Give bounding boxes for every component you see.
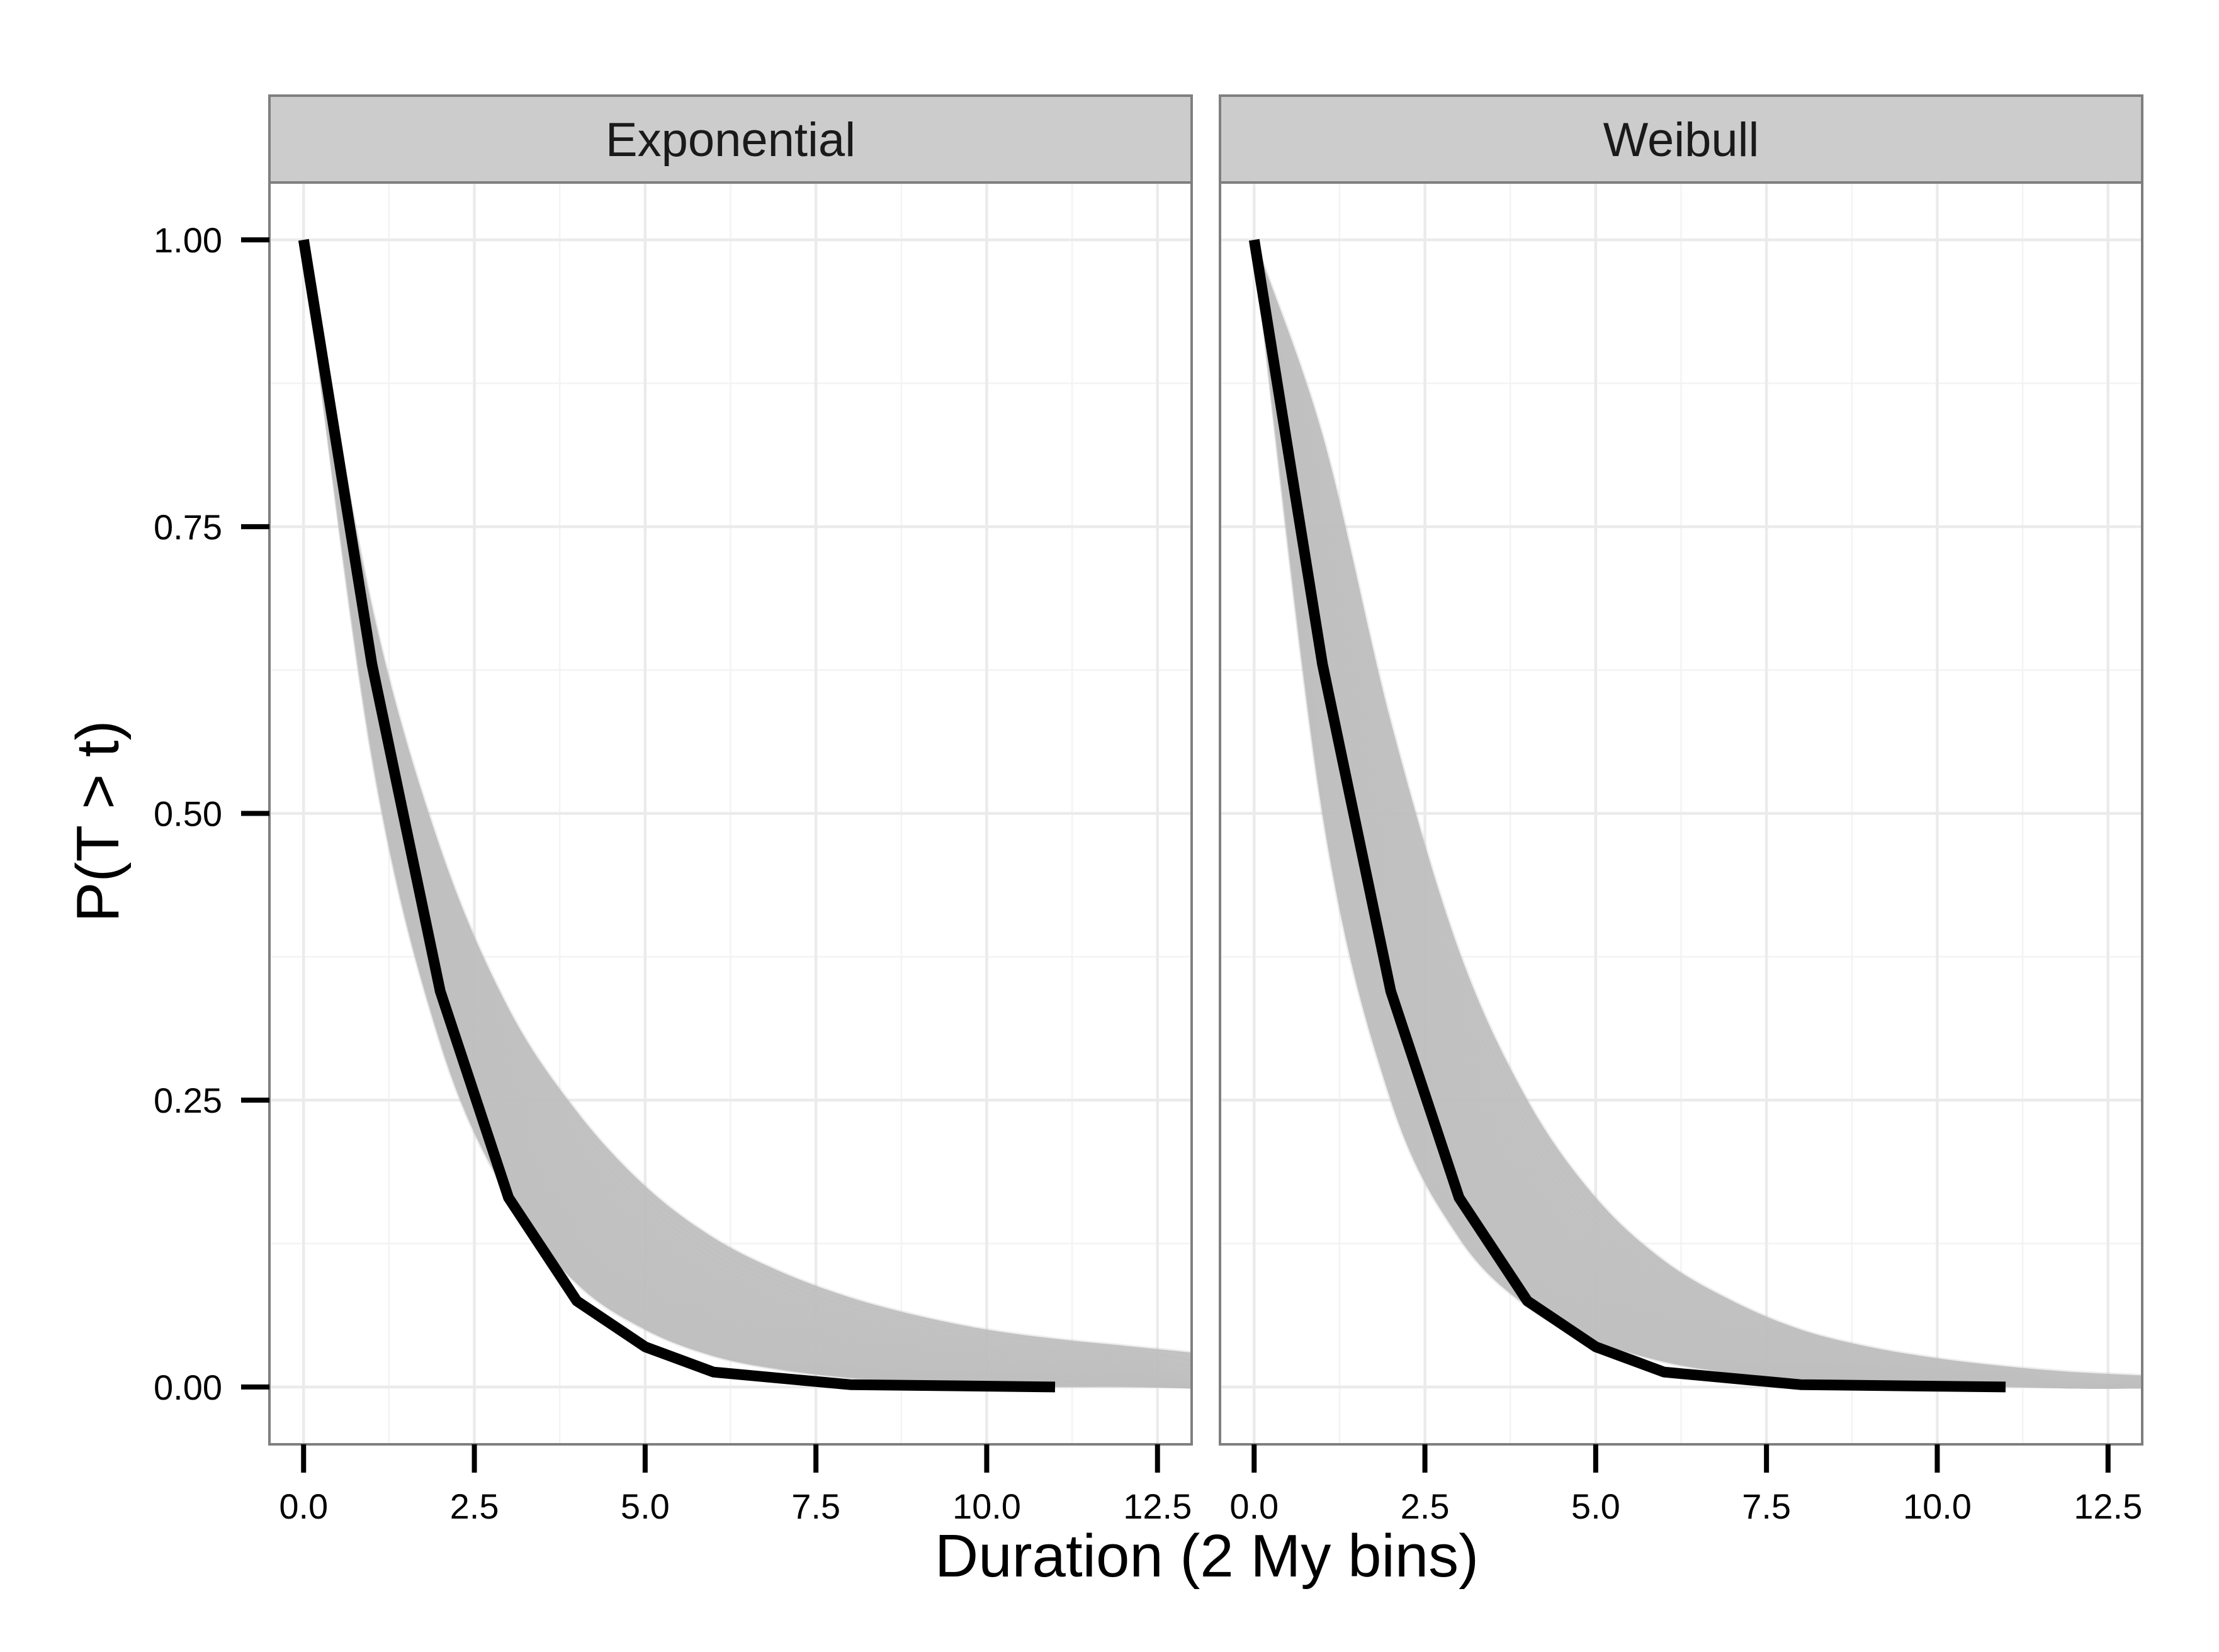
x-tick-label: 2.5 [1401, 1486, 1450, 1526]
x-tick-label: 5.0 [621, 1486, 670, 1526]
facet-strip-label: Weibull [1603, 113, 1759, 167]
simulated-curve [1252, 239, 2142, 1381]
observed-curve [298, 239, 1056, 1393]
simulated-curve [1252, 239, 2142, 1388]
simulated-curve [1252, 239, 2142, 1389]
x-tick-label: 7.5 [791, 1486, 840, 1526]
simulated-curve [302, 239, 1192, 1383]
x-tick-label: 2.5 [450, 1486, 499, 1526]
simulated-curve [1252, 239, 2142, 1386]
x-tick-label: 10.0 [1903, 1486, 1972, 1526]
panel-grid [269, 183, 1192, 1444]
simulated-curve [302, 239, 1192, 1376]
simulated-curve [302, 239, 1192, 1381]
simulated-curve [302, 239, 1192, 1389]
y-tick-label: 0.50 [154, 794, 222, 834]
simulated-curve [302, 239, 1192, 1385]
simulated-curve [1252, 239, 2142, 1385]
simulated-curve [302, 239, 1192, 1354]
simulated-curve [1252, 239, 2142, 1389]
facet-strip-label: Exponential [606, 113, 855, 167]
facet-strip [268, 94, 1193, 184]
simulated-curve [302, 239, 1192, 1379]
simulated-curve [302, 239, 1192, 1385]
simulated-curve [302, 239, 1192, 1368]
facet-panel-exponential: Exponential 0.0 2.5 5.0 7.5 10.0 12.5 0.00 0.25 0… [154, 94, 1193, 1526]
simulated-curve [1252, 239, 2142, 1388]
simulated-curve [302, 239, 1192, 1389]
x-tick-label: 0.0 [1229, 1486, 1279, 1526]
simulated-curve [1252, 239, 2142, 1388]
observed-curve [1248, 239, 2006, 1393]
facet-panel-weibull: Weibull 0.0 2.5 5.0 7.5 10.0 12.5 [1219, 94, 2143, 1526]
simulated-curve [1252, 239, 2142, 1378]
simulated-curve [1252, 239, 2142, 1388]
x-tick-label: 10.0 [952, 1486, 1021, 1526]
simulated-curve [302, 239, 1192, 1389]
simulated-curve [1252, 239, 2142, 1389]
simulated-curve [302, 239, 1192, 1389]
panel-grid [1220, 183, 2142, 1444]
x-tick-label: 12.5 [2074, 1486, 2142, 1526]
simulated-curve [302, 239, 1192, 1389]
x-tick-label: 12.5 [1123, 1486, 1192, 1526]
simulated-band [1254, 240, 2142, 1388]
x-tick-label: 7.5 [1742, 1486, 1791, 1526]
simulated-curve [1252, 239, 2142, 1389]
y-tick-label: 1.00 [154, 220, 222, 260]
simulated-curve [1252, 239, 2142, 1389]
simulated-curve [1252, 239, 2142, 1388]
simulated-curve [302, 239, 1192, 1363]
simulated-curve [302, 239, 1192, 1389]
y-tick-label: 0.75 [154, 507, 222, 547]
x-axis-title: Duration (2 My bins) [935, 1522, 1479, 1590]
x-tick-label: 5.0 [1571, 1486, 1620, 1526]
simulated-curve [1252, 239, 2142, 1383]
facet-strip [1219, 94, 2143, 184]
facet-panels: Exponential 0.0 2.5 5.0 7.5 10.0 12.5 0.00 0.25 0… [154, 94, 2143, 1526]
y-tick-label: 0.00 [154, 1368, 222, 1407]
y-axis-title: P(T > t) [64, 721, 132, 923]
x-tick-label: 0.0 [279, 1486, 328, 1526]
simulated-curve [1252, 239, 2142, 1387]
simulated-curve [1252, 239, 2142, 1379]
simulated-curve [1252, 239, 2142, 1389]
simulated-curve [302, 239, 1192, 1373]
y-tick-label: 0.25 [154, 1081, 222, 1120]
simulated-band [303, 240, 1192, 1387]
simulated-curve [1252, 239, 2142, 1385]
